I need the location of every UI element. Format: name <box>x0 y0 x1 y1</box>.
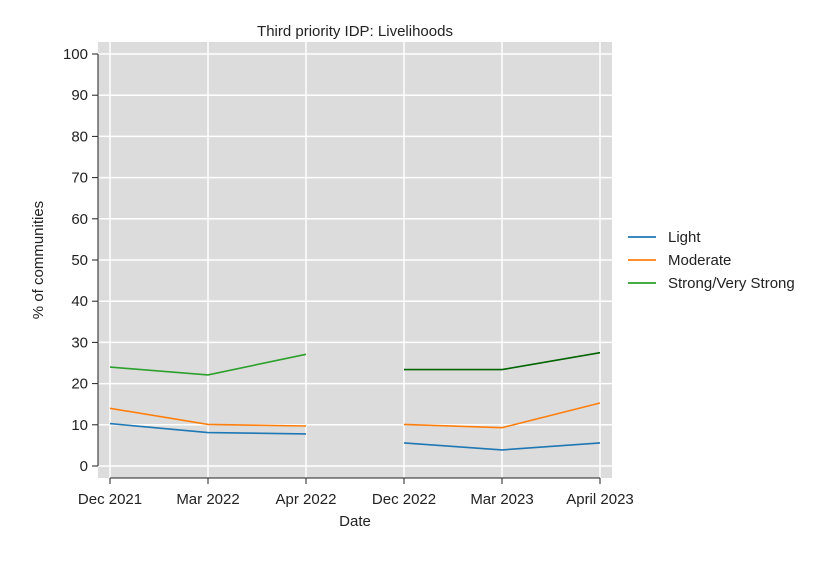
series-line-light-segment-1 <box>109 422 307 435</box>
y-tick-label: 100 <box>63 46 88 63</box>
x-axis-title: Date <box>339 513 371 530</box>
series-line-strong-very-strong-segment-2 <box>404 351 601 371</box>
y-tick-label: 70 <box>71 170 88 187</box>
legend-label-strong-very-strong: Strong/Very Strong <box>668 275 795 292</box>
legend: Light Moderate Strong/Very Strong <box>628 229 795 292</box>
series-line-strong-very-strong-segment-1 <box>109 353 307 376</box>
x-tick-label: April 2023 <box>566 491 634 508</box>
y-tick-label: 0 <box>80 458 88 475</box>
y-tick-label: 10 <box>71 417 88 434</box>
gridlines <box>98 42 612 478</box>
series-line-moderate-segment-2 <box>403 402 601 429</box>
y-axis-title: % of communities <box>30 201 47 319</box>
series-lines <box>109 351 601 451</box>
x-tick-label: Dec 2021 <box>78 491 142 508</box>
y-tick-label: 20 <box>71 376 88 393</box>
y-tick-label: 30 <box>71 334 88 351</box>
legend-label-moderate: Moderate <box>668 252 731 269</box>
y-tick-label: 80 <box>71 128 88 145</box>
x-tick-label: Apr 2022 <box>276 491 337 508</box>
y-tick-label: 90 <box>71 87 88 104</box>
x-tick-label: Dec 2022 <box>372 491 436 508</box>
x-tick-label: Mar 2022 <box>176 491 239 508</box>
legend-label-light: Light <box>668 229 701 246</box>
series-line-light-segment-2 <box>403 442 601 451</box>
x-tick-label: Mar 2023 <box>470 491 533 508</box>
series-line-moderate-segment-1 <box>109 407 307 427</box>
axes: 0 10 20 30 40 50 60 70 80 90 100 Dec 2021 Mar 2022 Ap… <box>63 46 634 508</box>
chart-title: Third priority IDP: Livelihoods <box>257 23 453 40</box>
y-tick-label: 60 <box>71 211 88 228</box>
y-tick-label: 50 <box>71 252 88 269</box>
y-tick-label: 40 <box>71 293 88 310</box>
